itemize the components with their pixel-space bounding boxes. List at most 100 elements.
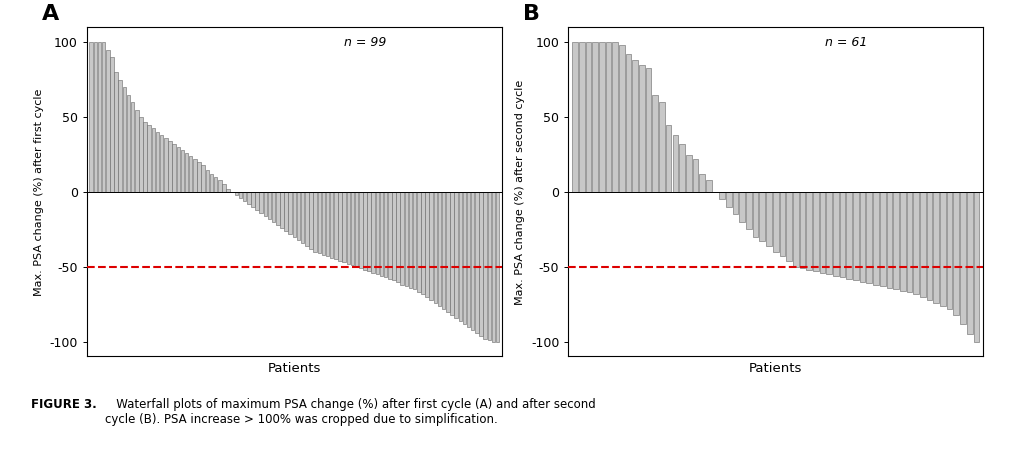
Bar [93, 43, 97, 192]
Bar [853, 192, 859, 280]
Bar [123, 87, 126, 192]
Bar [164, 138, 168, 192]
Bar [172, 144, 176, 192]
Bar [652, 95, 658, 192]
Bar [206, 170, 209, 192]
Bar [392, 192, 395, 280]
Bar [692, 159, 698, 192]
Bar [719, 192, 725, 199]
Bar [156, 132, 160, 192]
Bar [289, 192, 292, 234]
Bar [967, 192, 973, 334]
Bar [106, 50, 110, 192]
Bar [342, 192, 346, 262]
Bar [438, 192, 441, 306]
Bar [467, 192, 470, 327]
Bar [139, 117, 142, 192]
Bar [272, 192, 275, 222]
Bar [326, 192, 330, 256]
Bar [913, 192, 919, 294]
Bar [673, 135, 678, 192]
Bar [639, 65, 645, 192]
Bar [947, 192, 952, 308]
Bar [866, 192, 872, 283]
Bar [359, 192, 362, 268]
Bar [699, 174, 705, 192]
Bar [355, 192, 358, 267]
Bar [806, 192, 812, 270]
Bar [451, 192, 454, 314]
Bar [384, 192, 387, 277]
Bar [893, 192, 899, 289]
Bar [194, 159, 197, 192]
Text: Waterfall plots of maximum PSA change (%) after first cycle (A) and after second: Waterfall plots of maximum PSA change (%… [105, 398, 596, 425]
Bar [880, 192, 886, 286]
Bar [255, 192, 259, 210]
Bar [940, 192, 946, 306]
Bar [127, 95, 130, 192]
Bar [813, 192, 818, 271]
Text: n = 61: n = 61 [825, 36, 867, 48]
Bar [234, 192, 239, 195]
Bar [372, 192, 375, 273]
Bar [330, 192, 334, 258]
Text: B: B [522, 4, 540, 24]
Bar [409, 192, 413, 287]
Bar [313, 192, 316, 252]
Bar [281, 192, 284, 228]
Bar [860, 192, 865, 282]
Bar [953, 192, 959, 314]
Bar [733, 192, 738, 214]
Bar [135, 110, 138, 192]
Bar [404, 192, 409, 286]
Bar [873, 192, 879, 285]
Bar [143, 122, 146, 192]
Bar [334, 192, 338, 259]
Text: FIGURE 3.: FIGURE 3. [31, 398, 96, 410]
Bar [276, 192, 280, 225]
Bar [396, 192, 399, 282]
Bar [131, 102, 134, 192]
Bar [89, 43, 93, 192]
Bar [380, 192, 383, 276]
Bar [840, 192, 846, 277]
Bar [766, 192, 772, 246]
Bar [826, 192, 833, 274]
Bar [706, 180, 712, 192]
Bar [293, 192, 296, 237]
Bar [633, 60, 638, 192]
Bar [198, 162, 201, 192]
Bar [218, 180, 221, 192]
Bar [974, 192, 979, 341]
Bar [202, 165, 205, 192]
Bar [267, 192, 271, 219]
Bar [446, 192, 450, 312]
Bar [111, 57, 114, 192]
Bar [417, 192, 421, 292]
Bar [483, 192, 487, 339]
Bar [579, 43, 585, 192]
Bar [586, 43, 591, 192]
Bar [350, 192, 354, 265]
Bar [388, 192, 391, 279]
Bar [679, 144, 685, 192]
Y-axis label: Max. PSA change (%) after second cycle: Max. PSA change (%) after second cycle [515, 80, 525, 304]
Bar [487, 192, 492, 340]
Bar [819, 192, 825, 273]
Bar [152, 128, 156, 192]
Bar [226, 189, 229, 192]
Bar [433, 192, 437, 303]
Bar [626, 54, 632, 192]
Bar [646, 68, 651, 192]
Bar [322, 192, 326, 255]
Bar [180, 150, 184, 192]
Bar [247, 192, 251, 204]
Text: A: A [41, 4, 58, 24]
Bar [459, 192, 462, 320]
Bar [920, 192, 926, 297]
Bar [779, 192, 785, 256]
Bar [659, 102, 665, 192]
Bar [168, 141, 172, 192]
Bar [793, 192, 799, 267]
X-axis label: Patients: Patients [749, 362, 803, 375]
